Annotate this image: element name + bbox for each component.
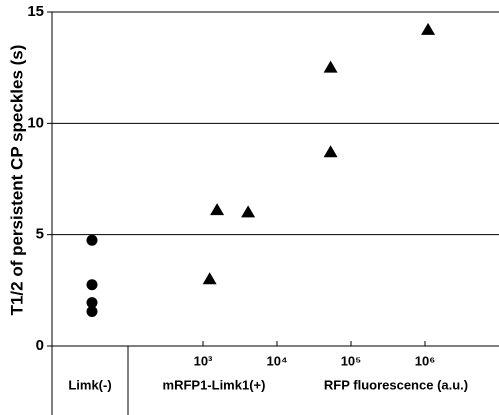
y-tick-label: 0: [36, 337, 44, 354]
y-axis-label: T1/2 of persistent CP speckles (s): [7, 45, 26, 316]
y-tick-label: 5: [36, 226, 44, 243]
x-tick-label: 10⁵: [341, 353, 362, 368]
point: [86, 279, 98, 291]
point: [241, 205, 256, 218]
point: [323, 60, 338, 73]
y-tick-label: 10: [27, 114, 44, 131]
point: [210, 203, 225, 216]
point: [86, 305, 98, 317]
x-tick-label: 10⁴: [267, 353, 288, 368]
x-tick-label: 10³: [194, 353, 213, 368]
y-tick-label: 15: [27, 3, 44, 20]
point: [421, 22, 436, 35]
x-tick-label: 10⁶: [415, 353, 435, 368]
group-label: mRFP1-Limk1(+): [163, 377, 266, 392]
group-label: Limk(-): [68, 377, 111, 392]
point: [86, 234, 98, 246]
point: [323, 145, 338, 158]
x-axis-label: RFP fluorescence (a.u.): [324, 377, 468, 392]
point: [202, 272, 217, 285]
point: [86, 297, 98, 309]
